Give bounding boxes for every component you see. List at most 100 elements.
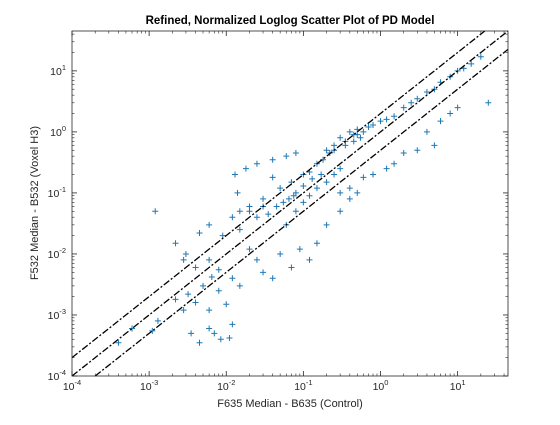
data-point: [288, 264, 295, 271]
data-point: [354, 189, 361, 196]
x-tick-label: 10-1: [294, 378, 312, 393]
x-tick-label: 10-3: [140, 378, 158, 393]
data-point: [196, 230, 203, 237]
data-point: [290, 192, 297, 199]
data-point: [360, 128, 367, 135]
y-tick-label-base: 10: [48, 371, 60, 383]
reference-line: [71, 30, 509, 377]
y-tick-label-base: 10: [50, 66, 62, 78]
x-tick-label: 100: [373, 378, 389, 393]
data-point: [242, 165, 249, 172]
data-point: [188, 330, 195, 337]
data-point: [337, 134, 344, 141]
data-point: [360, 174, 367, 181]
data-point: [223, 301, 230, 308]
data-point: [400, 150, 407, 157]
data-point: [414, 147, 421, 154]
data-point: [331, 142, 338, 149]
y-tick-label: 101: [50, 63, 66, 78]
y-tick-label-exponent: 1: [62, 63, 66, 72]
y-tick-label-exponent: -3: [59, 307, 66, 316]
data-point: [377, 118, 384, 125]
data-point: [253, 256, 260, 263]
data-point: [200, 282, 207, 289]
data-point: [283, 153, 290, 160]
data-point: [313, 185, 320, 192]
data-point: [152, 208, 159, 215]
y-tick-label-base: 10: [50, 127, 62, 139]
data-point: [318, 171, 325, 178]
data-point: [346, 185, 353, 192]
data-point: [149, 327, 156, 334]
data-point: [350, 131, 357, 138]
data-point: [391, 113, 398, 120]
data-point: [265, 211, 272, 218]
x-tick-label-base: 10: [217, 381, 229, 393]
data-point: [208, 273, 215, 280]
data-point: [292, 208, 299, 215]
data-point: [253, 214, 260, 221]
y-axis-label: F532 Median - B532 (Voxel H3): [29, 126, 41, 280]
reference-line: [94, 48, 509, 377]
data-point: [285, 195, 292, 202]
data-point: [437, 118, 444, 125]
y-tick-label-base: 10: [48, 310, 60, 322]
data-point: [323, 179, 330, 186]
data-point: [383, 165, 390, 172]
y-tick-label: 10-4: [48, 368, 66, 383]
data-point: [192, 264, 199, 271]
data-point: [206, 325, 213, 332]
data-point: [391, 160, 398, 167]
data-point: [269, 275, 276, 282]
data-point: [468, 60, 475, 67]
data-point: [180, 307, 187, 314]
x-tick-label-base: 10: [63, 381, 75, 393]
x-tick-label-exponent: -3: [152, 378, 159, 387]
data-point: [206, 307, 213, 314]
data-point: [431, 86, 438, 93]
data-point: [306, 192, 313, 199]
data-point: [246, 208, 253, 215]
data-point: [277, 250, 284, 257]
ticks-layer: 10-4 10-3 10-2 10-1 100 10110-410-310-210-110…: [48, 31, 508, 393]
data-point: [331, 171, 338, 178]
x-tick-label-exponent: -2: [229, 378, 236, 387]
y-tick-label-base: 10: [48, 188, 60, 200]
data-point: [180, 256, 187, 263]
data-point: [246, 246, 253, 253]
points-layer: [115, 53, 492, 346]
data-point: [206, 221, 213, 228]
data-point: [172, 296, 179, 303]
x-tick-label: 10-4: [63, 378, 81, 393]
x-axis-label: F635 Median - B635 (Control): [217, 398, 363, 410]
y-tick-label-exponent: -1: [59, 185, 66, 194]
data-point: [300, 199, 307, 206]
x-tick-label-exponent: -1: [306, 378, 313, 387]
data-point: [346, 128, 353, 135]
data-point: [370, 121, 377, 128]
data-point: [196, 339, 203, 346]
data-point: [320, 156, 327, 163]
data-point: [229, 321, 236, 328]
data-point: [273, 203, 280, 210]
data-point: [217, 336, 224, 343]
data-point: [280, 199, 287, 206]
y-tick-label: 10-2: [48, 246, 66, 261]
data-point: [370, 171, 377, 178]
data-point: [323, 221, 330, 228]
axes-frame: [71, 30, 509, 377]
y-tick-label: 10-3: [48, 307, 66, 322]
x-tick-label: 101: [450, 378, 466, 393]
reference-lines-layer: [71, 30, 509, 377]
data-point: [215, 287, 222, 294]
data-point: [337, 189, 344, 196]
data-point: [182, 250, 189, 257]
data-point: [306, 256, 313, 263]
y-tick-label: 10-1: [48, 185, 66, 200]
x-tick-label-base: 10: [373, 381, 385, 393]
data-point: [226, 334, 233, 341]
data-point: [260, 269, 267, 276]
data-point: [236, 282, 243, 289]
